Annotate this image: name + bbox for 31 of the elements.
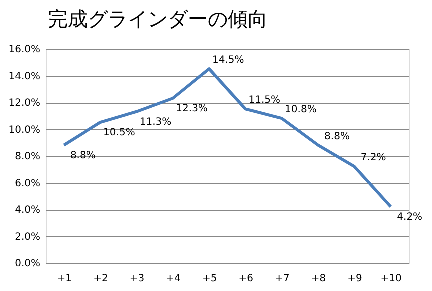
line-series (62, 68, 392, 208)
data-label: 12.3% (176, 103, 208, 114)
data-label: 8.8% (70, 150, 96, 162)
y-tick-label: 12.0% (8, 98, 40, 109)
y-tick-label: 10.0% (8, 124, 40, 136)
data-label: 10.5% (104, 128, 136, 139)
x-tick-label: +2 (94, 274, 108, 284)
data-label: 4.2% (397, 212, 423, 223)
data-label: 14.5% (212, 55, 244, 66)
y-tick-label: 2.0% (15, 232, 40, 243)
data-label: 10.8% (285, 104, 317, 116)
x-tick-label: +7 (275, 274, 290, 284)
data-label: 8.8% (324, 131, 350, 142)
data-label: 11.3% (140, 116, 172, 128)
x-tick-label: +5 (202, 274, 218, 284)
y-tick-label: 8.0% (15, 152, 40, 162)
x-tick-label: +10 (380, 274, 402, 284)
x-tick-label: +9 (348, 274, 362, 284)
x-tick-label: +1 (57, 274, 72, 284)
y-tick-label: 4.0% (15, 205, 40, 216)
x-tick-label: +3 (130, 274, 145, 284)
data-label: 11.5% (248, 95, 281, 106)
data-label: 7.2% (360, 152, 386, 164)
y-tick-label: 6.0% (15, 178, 40, 190)
x-tick-label: +6 (238, 274, 254, 284)
y-tick-label: 0.0% (15, 258, 40, 270)
chart-title: 完成グラインダーの傾向 (48, 7, 268, 31)
y-tick-label: 16.0% (8, 44, 40, 56)
x-tick-label: +8 (311, 274, 326, 284)
x-tick-label: +4 (166, 274, 181, 284)
y-tick-label: 14.0% (8, 71, 40, 82)
